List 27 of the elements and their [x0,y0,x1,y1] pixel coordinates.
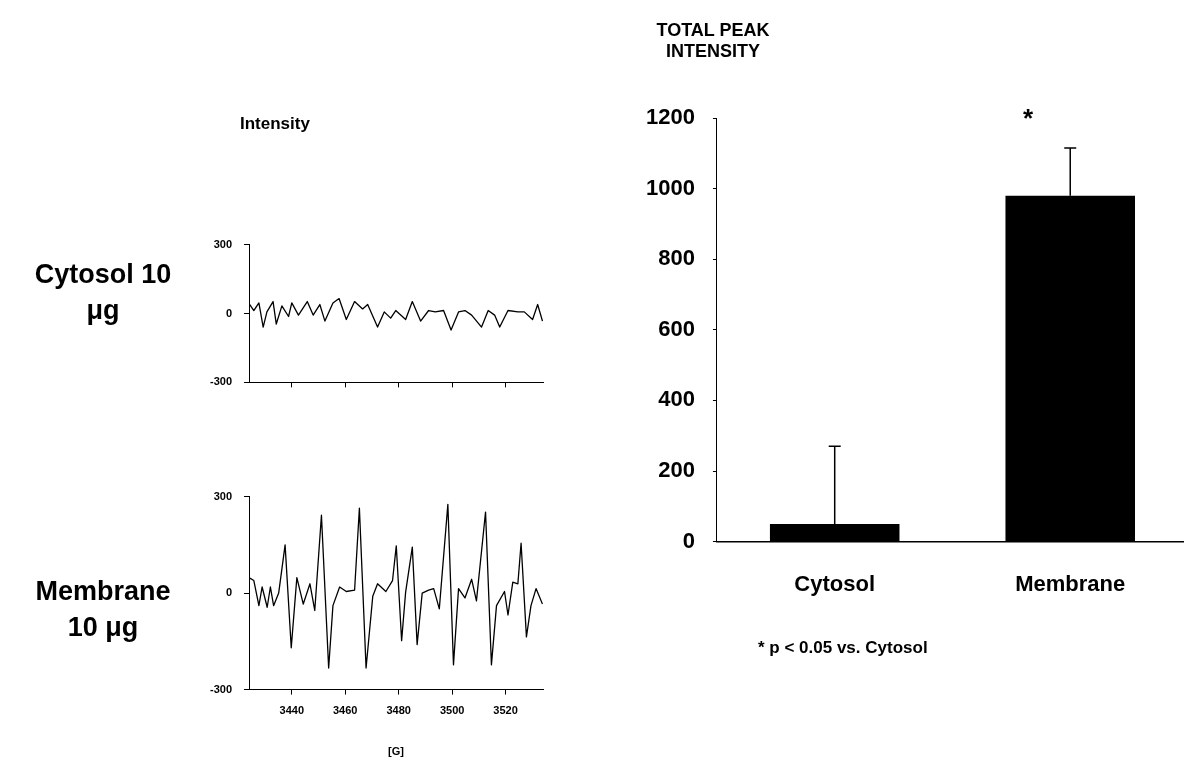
text: Cytosol 10 μg [33,258,173,327]
x-tick-label: 3440 [279,704,305,717]
y-tick-label: 300 [213,237,233,250]
x-tick-label: 3500 [439,704,465,717]
x-tick-label: 3460 [332,704,358,717]
x-axis-title: [G] [388,745,405,758]
x-tick-label: Membrane [1015,570,1126,596]
text: * p < 0.05 vs. Cytosol [758,638,928,658]
y-axis-title: Intensity [240,114,310,134]
x-tick-label: Cytosol [794,570,876,596]
y-tick-label: 1000 [645,174,695,200]
y-tick-label: 400 [658,386,695,412]
y-tick-label: 0 [682,527,695,553]
y-tick-label: 300 [213,489,233,502]
y-tick-label: 800 [658,245,695,271]
x-tick-label: 3520 [493,704,518,717]
chart-title: TOTAL PEAK INTENSITY [655,20,771,62]
y-tick-label: 600 [658,315,695,341]
annotation: * [1023,103,1034,134]
text: Membrane 10 μg [34,575,172,644]
y-tick-label: 1200 [645,104,695,130]
x-tick-label: 3480 [386,704,411,717]
y-tick-label: 200 [658,457,695,483]
y-tick-label: 0 [225,586,233,599]
y-tick-label: -300 [209,375,233,388]
y-tick-label: -300 [209,682,233,695]
y-tick-label: 0 [225,306,233,319]
